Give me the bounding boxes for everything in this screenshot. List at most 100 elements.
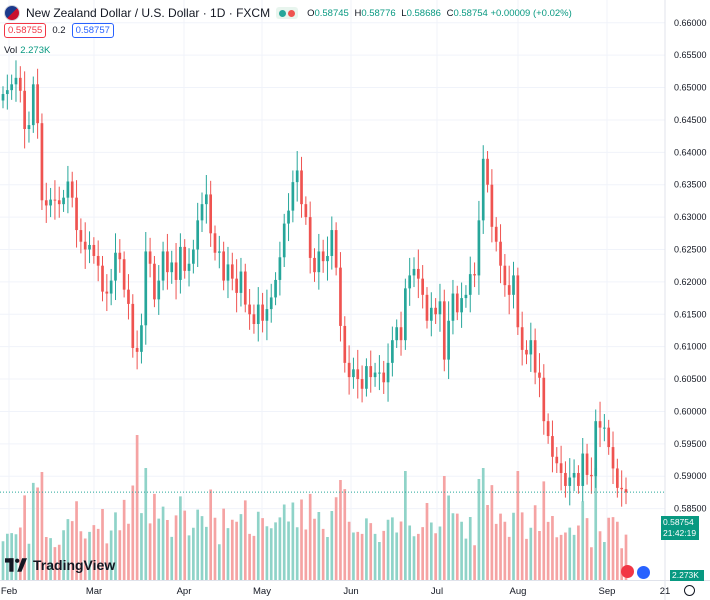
candle-body [559,463,563,473]
candle-body [512,275,515,295]
candle-body [226,264,230,281]
volume-badge: 2.273K [670,570,704,581]
volume-bar [555,537,559,580]
price-change: +0.00009 (+0.02%) [490,7,572,19]
volume-bar [499,513,502,580]
candle-body [386,362,390,383]
market-status-pill[interactable] [276,7,299,19]
tradingview-logo[interactable]: TradingView [5,557,115,573]
volume-bar [412,536,416,580]
candle-body [464,294,468,299]
symbol-title[interactable]: New Zealand Dollar / U.S. Dollar · 1D · … [26,6,271,20]
candle-body [308,217,312,258]
volume-bar [611,517,615,580]
candle-body [326,255,329,262]
volume-bar [369,523,373,580]
volume-bar [404,471,407,580]
volume-bar [438,526,442,580]
buy-button[interactable]: 0.58757 [71,23,114,38]
volume-bar [88,531,91,580]
candle-body [404,288,407,341]
candle-body [447,320,450,360]
volume-bar [235,521,238,580]
candle-body [179,246,182,280]
volume-bar [166,520,169,580]
candle-body [10,84,13,91]
y-tick-label: 0.66000 [674,18,707,28]
volume-bar [594,468,598,580]
settings-gear-icon[interactable] [684,585,695,596]
volume-bar [75,501,78,580]
volume-bar [347,521,351,580]
volume-bar [616,521,619,580]
volume-bar [473,545,476,580]
candle-body [57,200,61,205]
volume-bar [339,480,342,580]
volume-bar [494,523,498,580]
volume-bar [313,518,316,580]
economic-event-icon[interactable] [621,565,634,578]
candle-body [31,84,35,126]
volume-bar [265,526,269,580]
volume-bar [127,523,130,580]
last-price-badge: 0.58754 21:42:19 [661,516,699,540]
volume-bar [343,489,347,580]
tradingview-logo-text: TradingView [33,557,116,573]
volume-bar [23,495,26,580]
candle-body [598,421,602,428]
candle-body [399,327,403,341]
volume-bar [174,515,178,580]
volume-bar [122,499,126,580]
sell-button[interactable]: 0.58755 [4,23,47,38]
symbol-title-row: New Zealand Dollar / U.S. Dollar · 1D · … [4,4,572,22]
volume-bar [317,512,321,580]
volume-bar [187,535,191,580]
y-tick-label: 0.62000 [674,277,707,287]
volume-bar [490,485,494,580]
volume-bar [330,511,334,580]
volume-bar [434,533,437,580]
volume-bar [512,512,515,580]
volume-bar [529,527,533,580]
tradingview-logo-icon [5,558,27,572]
candle-body [321,251,325,262]
volume-bar [66,519,70,580]
candle-body [200,204,204,221]
candle-body [230,264,234,279]
volume-bar [551,516,554,580]
volume-bar [10,533,13,580]
volume-bar [455,513,459,580]
volume-bar [243,500,247,580]
volume-bar [118,530,122,580]
volume-bar [153,493,156,580]
candle-body [252,314,256,324]
candle-body [507,285,511,295]
volume-bar [624,534,628,580]
volume-bar [477,479,481,580]
volume-bar [101,509,104,580]
volume-bar [520,512,524,580]
candle-body [114,252,117,281]
volume-bar [386,519,390,580]
candle-body [170,262,174,273]
candle-body [75,197,78,231]
volume-bar [503,521,507,580]
event-icons[interactable] [621,565,651,580]
volume-bar [464,538,468,580]
candle-body [542,377,546,422]
volume-bar [308,493,312,580]
volume-label: Vol [4,45,18,56]
volume-bar [425,503,429,580]
candle-body [187,263,191,271]
volume-bar [391,517,394,580]
candle-body [590,474,593,477]
volume-bar [1,541,5,580]
volume-bar [546,521,550,580]
volume-bar [140,513,143,580]
candle-body [529,340,533,355]
volume-bar [226,528,230,580]
us-flag-event-icon[interactable] [636,565,651,580]
volume-bar [209,489,213,580]
volume-bar [31,482,35,580]
